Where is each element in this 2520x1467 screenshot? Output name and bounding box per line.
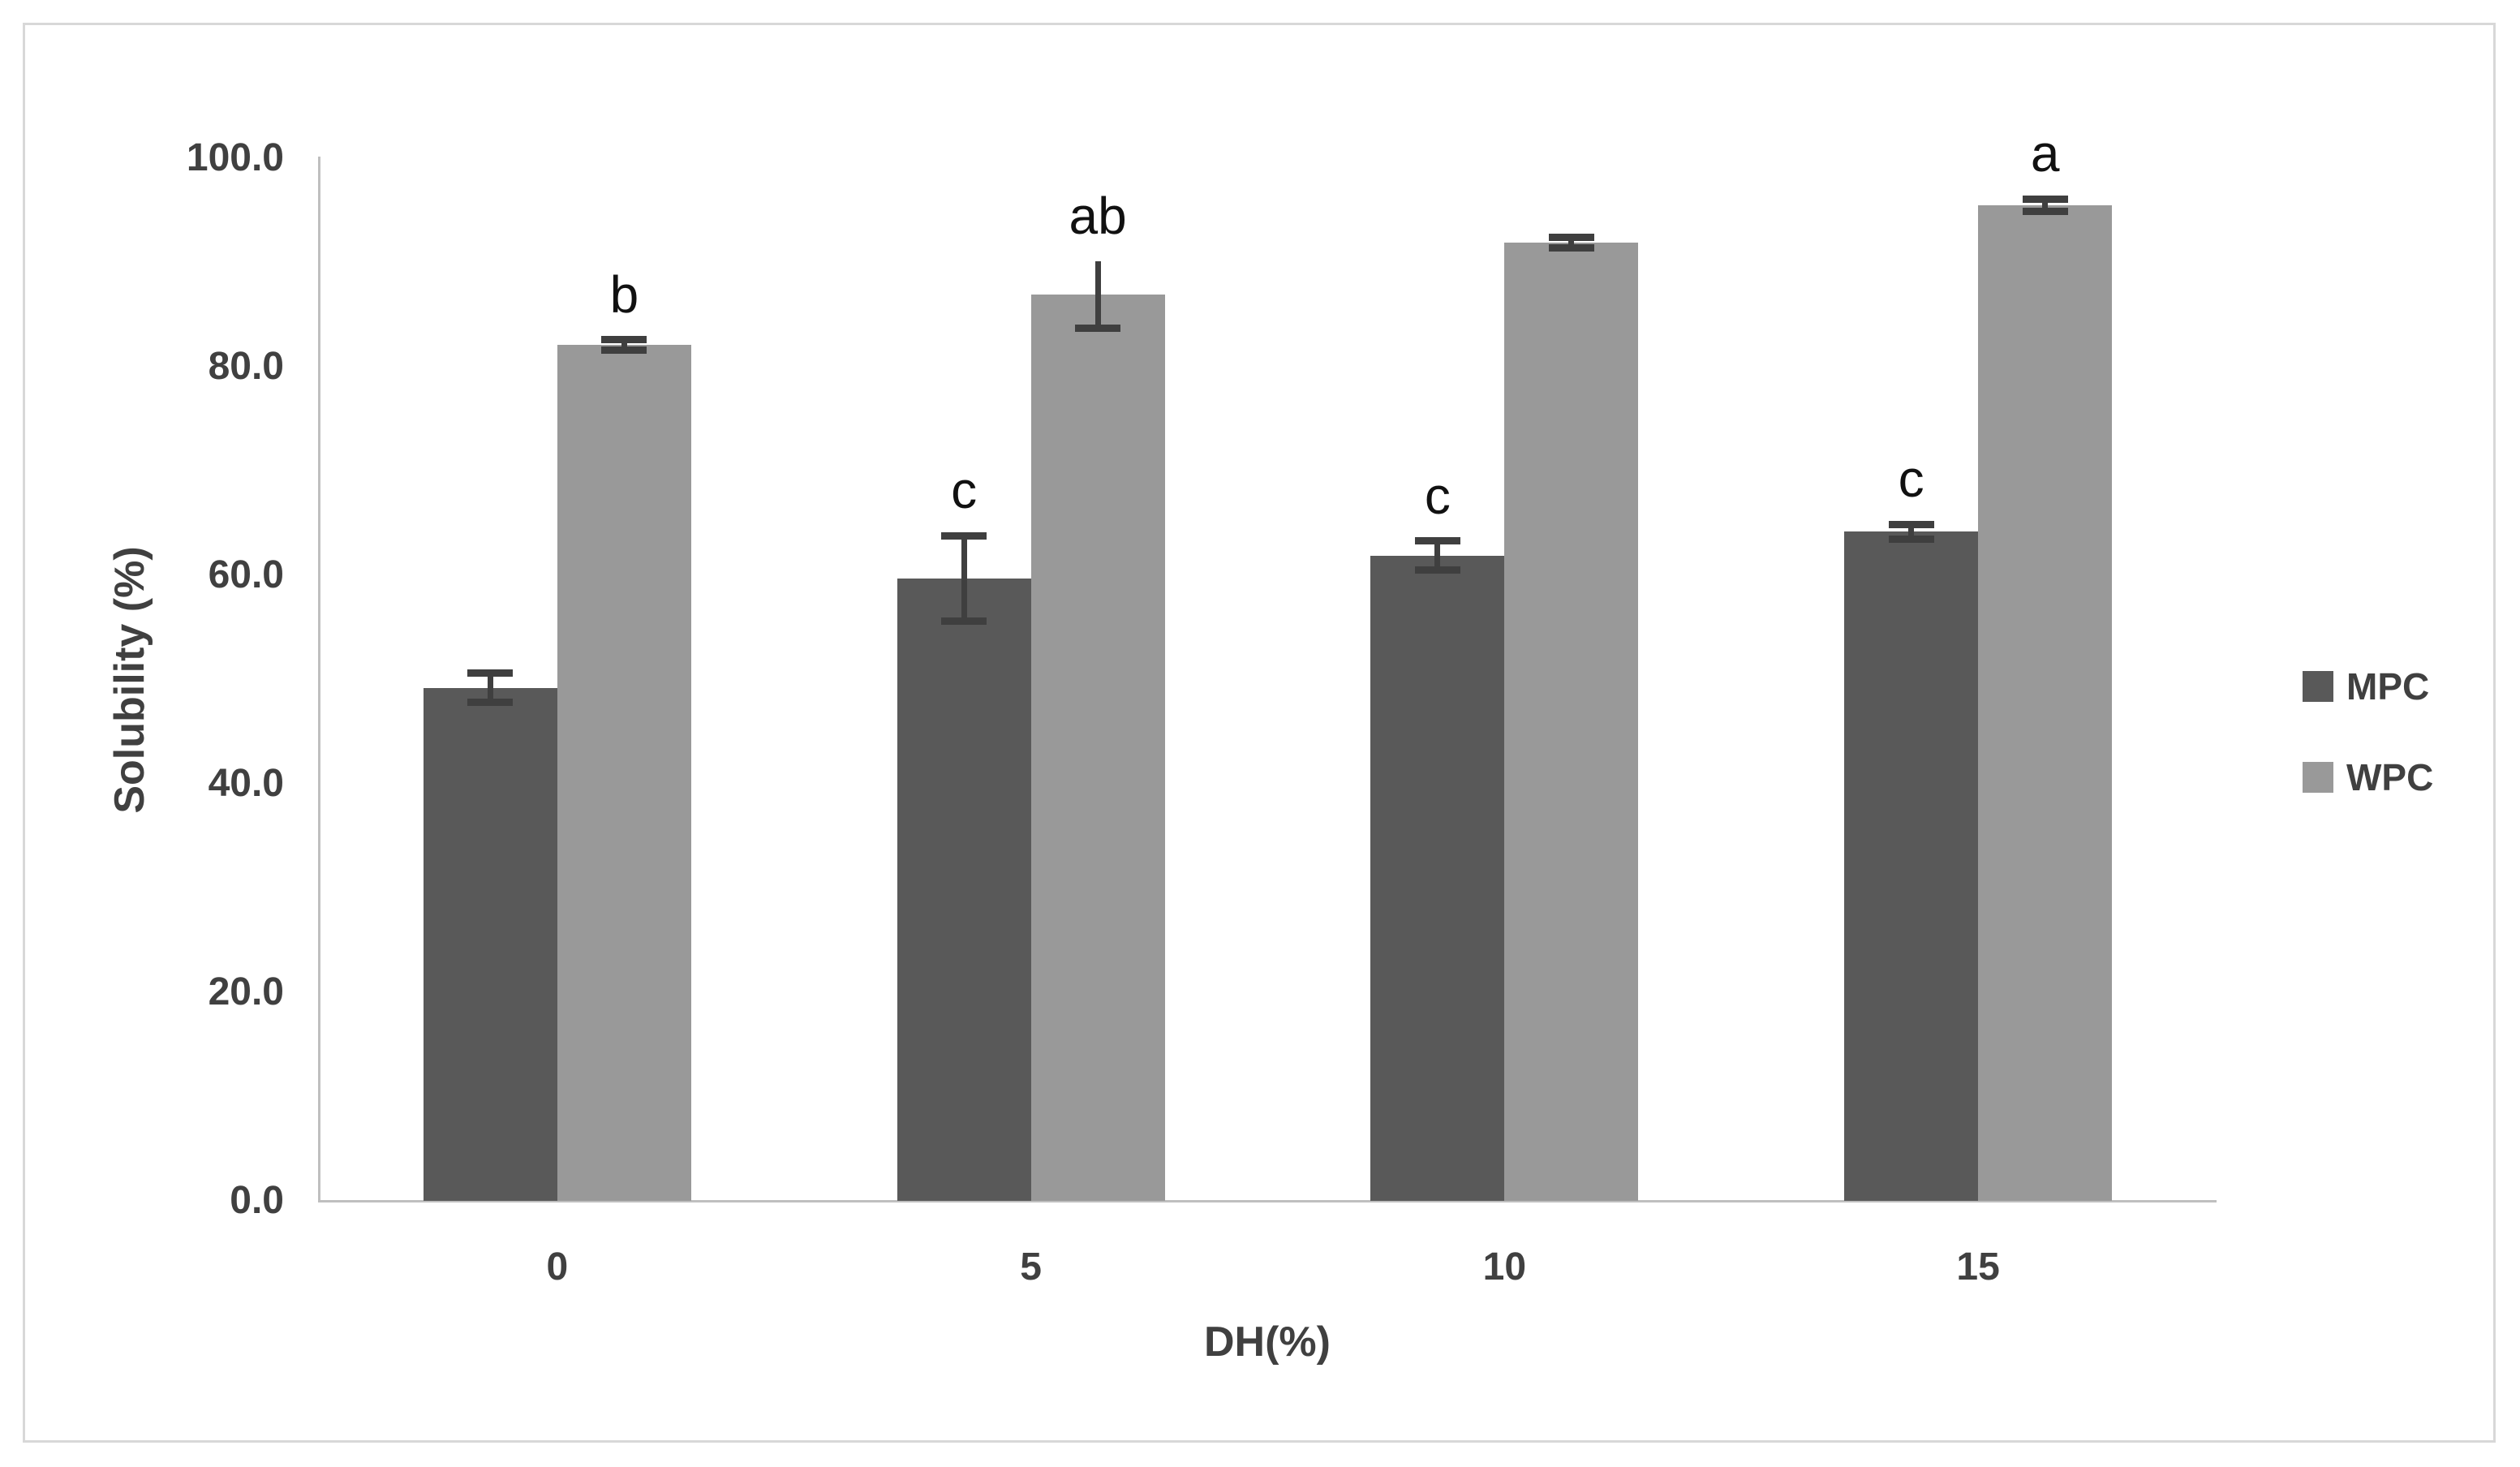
x-tick-label: 10: [1482, 1245, 1527, 1288]
error-bar-cap-top: [2022, 195, 2068, 203]
error-bar-line: [1094, 261, 1101, 329]
y-axis-line: [318, 157, 320, 1202]
significance-letter: a: [2030, 124, 2060, 183]
error-bar-cap-top: [1414, 537, 1460, 545]
bar-mpc-15: [1844, 531, 1979, 1201]
error-bar-cap-bottom: [1075, 324, 1121, 332]
bar-wpc-10: [1504, 243, 1639, 1201]
legend-item-mpc: MPC: [2303, 662, 2429, 711]
bar-wpc-5: [1030, 295, 1165, 1201]
bar-wpc-15: [1978, 204, 2113, 1201]
error-bar-cap-bottom: [1888, 535, 1934, 543]
error-bar-line: [621, 339, 627, 351]
y-tick-label: 0.0: [230, 1179, 284, 1222]
bar-mpc-0: [423, 687, 557, 1201]
error-bar-line: [961, 536, 967, 622]
legend-swatch-mpc-icon: [2303, 671, 2333, 702]
x-axis-title: DH(%): [1204, 1319, 1331, 1366]
legend-label-wpc: WPC: [2346, 756, 2434, 798]
significance-letter: c: [1424, 466, 1451, 525]
significance-letter: b: [609, 265, 639, 324]
error-bar-cap-top: [1548, 234, 1594, 242]
error-bar-cap-bottom: [467, 699, 514, 707]
error-bar-line: [487, 673, 493, 703]
error-bar-line: [1908, 524, 1915, 540]
y-tick-label: 100.0: [186, 136, 284, 179]
error-bar-cap-top: [601, 336, 647, 344]
error-bar-cap-top: [1888, 520, 1934, 528]
y-tick-label: 60.0: [208, 553, 284, 596]
figure-border: [23, 23, 2496, 1443]
error-bar-line: [1434, 540, 1441, 570]
error-bar-cap-bottom: [941, 617, 987, 626]
x-tick-label: 5: [1020, 1245, 1042, 1288]
error-bar-cap-bottom: [1548, 244, 1594, 252]
y-tick-label: 40.0: [208, 762, 284, 805]
significance-letter: c: [951, 461, 978, 520]
error-bar-cap-bottom: [601, 346, 647, 354]
legend-label-mpc: MPC: [2346, 665, 2430, 708]
legend-item-wpc: WPC: [2303, 753, 2433, 802]
error-bar-cap-top: [941, 531, 987, 540]
significance-letter: c: [1898, 450, 1924, 509]
x-axis-line: [318, 1200, 2217, 1202]
y-tick-label: 20.0: [208, 970, 284, 1013]
error-bar-cap-top: [467, 669, 514, 678]
error-bar-cap-bottom: [2022, 208, 2068, 216]
x-tick-label: 15: [1956, 1245, 2000, 1288]
error-bar-line: [1568, 237, 1575, 248]
bar-wpc-0: [557, 345, 691, 1201]
significance-letter: ab: [1069, 187, 1127, 246]
bar-mpc-5: [897, 578, 1031, 1201]
error-bar-line: [2042, 199, 2049, 212]
x-tick-label: 0: [546, 1245, 569, 1288]
y-tick-label: 80.0: [208, 345, 284, 388]
error-bar-cap-bottom: [1414, 566, 1460, 574]
legend-swatch-wpc-icon: [2303, 762, 2333, 793]
bar-mpc-10: [1370, 555, 1505, 1201]
